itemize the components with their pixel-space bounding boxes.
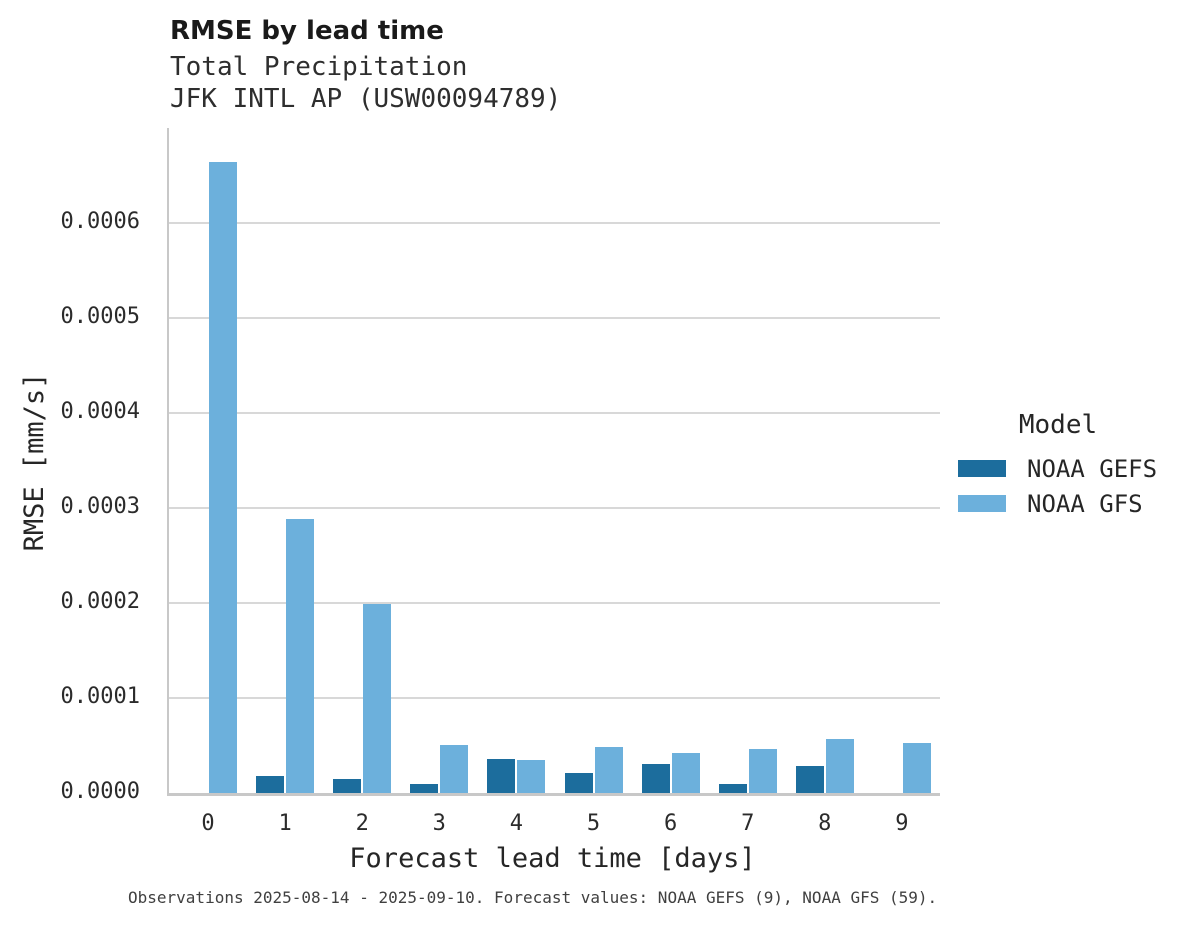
y-tick-label: 0.0001 xyxy=(60,684,140,709)
legend-item-label: NOAA GFS xyxy=(1027,489,1143,518)
x-tick-label: 1 xyxy=(278,811,292,836)
x-tick-label: 7 xyxy=(741,811,755,836)
y-gridline xyxy=(169,602,940,604)
bar-noaa-gfs-lead-2 xyxy=(363,603,392,793)
x-tick-label: 2 xyxy=(355,811,369,836)
bar-noaa-gfs-lead-0 xyxy=(209,162,237,793)
bar-noaa-gfs-lead-5 xyxy=(594,747,623,793)
bar-noaa-gefs-lead-5 xyxy=(564,773,593,793)
x-tick-label: 9 xyxy=(895,811,909,836)
bar-noaa-gefs-lead-1 xyxy=(256,775,285,793)
chart-title: RMSE by lead time xyxy=(170,16,444,46)
subtitle-variable: Total Precipitation xyxy=(170,52,468,82)
y-gridline xyxy=(169,222,940,224)
y-gridline xyxy=(169,317,940,319)
x-tick-label: 0 xyxy=(201,811,215,836)
bar-noaa-gefs-lead-6 xyxy=(641,763,670,793)
bar-noaa-gfs-lead-6 xyxy=(671,753,700,793)
bar-noaa-gfs-lead-8 xyxy=(825,738,854,793)
legend: Model NOAA GEFS NOAA GFS xyxy=(958,410,1158,521)
plot-area: 0.0000 0.0001 0.0002 0.0003 0.0004 0.0005 0.00… xyxy=(61,128,940,836)
bar-noaa-gfs-lead-3 xyxy=(440,744,469,793)
y-tick-label: 0.0003 xyxy=(60,494,140,519)
bar-noaa-gefs-lead-2 xyxy=(333,778,362,793)
x-tick-label: 3 xyxy=(432,811,446,836)
footnote-caption: Observations 2025-08-14 - 2025-09-10. Fo… xyxy=(128,888,938,907)
x-tick-label: 6 xyxy=(663,811,678,836)
x-tick-label: 8 xyxy=(818,811,832,836)
subtitle-station: JFK INTL AP (USW00094789) xyxy=(170,84,562,114)
x-tick-label: 4 xyxy=(509,811,524,836)
legend-item-label: NOAA GEFS xyxy=(1027,454,1158,483)
x-axis-label: Forecast lead time [days] xyxy=(349,843,756,874)
bar-noaa-gfs-lead-9 xyxy=(902,742,931,793)
legend-swatch xyxy=(958,495,1006,512)
y-tick-label: 0.0002 xyxy=(60,589,140,614)
y-tick-label: 0.0005 xyxy=(60,304,140,329)
y-tick-label: 0.0000 xyxy=(60,779,140,804)
legend-items: NOAA GEFS NOAA GFS xyxy=(958,451,1158,521)
x-tick-label: 5 xyxy=(586,811,601,836)
chart-subtitle: Total Precipitation JFK INTL AP (USW00094… xyxy=(170,51,561,115)
y-axis-label: RMSE [mm/s] xyxy=(19,372,50,552)
y-gridline xyxy=(169,507,940,509)
bar-noaa-gefs-lead-7 xyxy=(718,784,747,793)
bar-noaa-gefs-lead-8 xyxy=(795,766,824,793)
bar-noaa-gefs-lead-4 xyxy=(487,758,516,793)
legend-item-noaa-gefs: NOAA GEFS xyxy=(958,451,1158,486)
legend-item-noaa-gfs: NOAA GFS xyxy=(958,486,1158,521)
bar-noaa-gfs-lead-7 xyxy=(748,749,777,793)
y-gridline xyxy=(169,412,940,414)
y-tick-label: 0.0006 xyxy=(60,209,140,234)
y-tick-label: 0.0004 xyxy=(60,399,140,424)
bar-noaa-gefs-lead-3 xyxy=(410,784,439,793)
legend-title: Model xyxy=(1018,410,1098,440)
legend-swatch xyxy=(958,460,1006,477)
y-gridline xyxy=(169,697,940,699)
bar-noaa-gfs-lead-4 xyxy=(517,759,546,793)
bar-noaa-gfs-lead-1 xyxy=(286,519,315,793)
